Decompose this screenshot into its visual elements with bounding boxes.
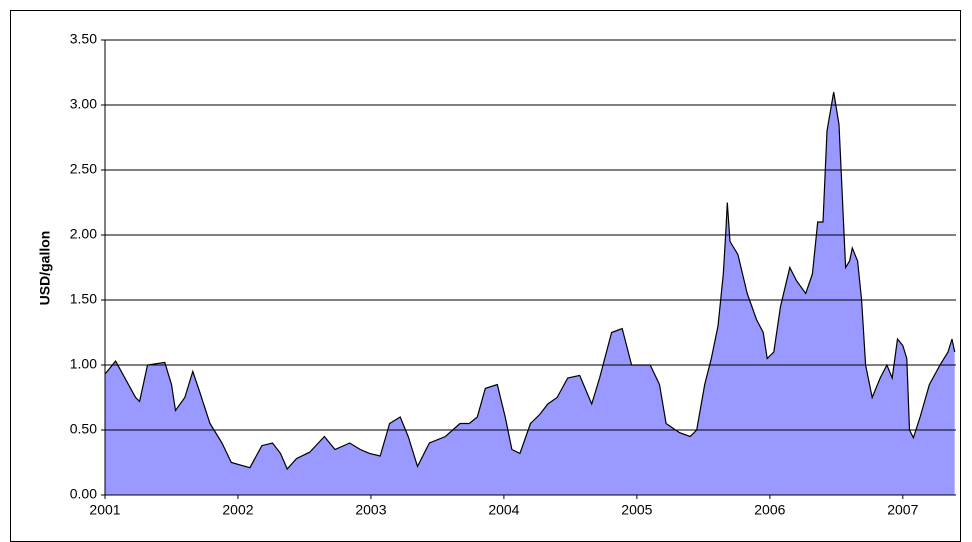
y-tick-label: 2.50 [70, 161, 97, 177]
x-tick-label: 2002 [222, 502, 253, 518]
area-fill [105, 92, 955, 495]
x-tick-label: 2006 [754, 502, 785, 518]
y-axis-label: USD/gallon [37, 231, 53, 306]
y-tick-label: 2.00 [70, 226, 97, 242]
x-tick-label: 2003 [355, 502, 386, 518]
y-tick-label: 1.00 [70, 356, 97, 372]
x-tick-label: 2007 [887, 502, 918, 518]
y-tick-label: 1.50 [70, 291, 97, 307]
y-tick-label: 0.50 [70, 421, 97, 437]
x-tick-label: 2005 [621, 502, 652, 518]
x-tick-label: 2001 [89, 502, 120, 518]
y-tick-label: 3.50 [70, 31, 97, 47]
y-tick-label: 0.00 [70, 486, 97, 502]
x-tick-label: 2004 [488, 502, 519, 518]
y-tick-label: 3.00 [70, 96, 97, 112]
